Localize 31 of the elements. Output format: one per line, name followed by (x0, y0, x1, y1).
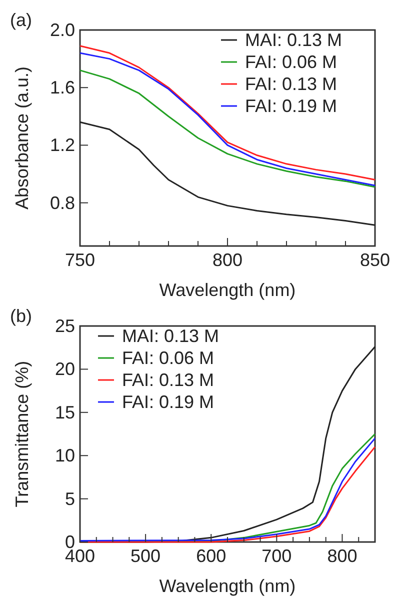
line-series (79, 121, 376, 226)
x-tick-label: 800 (327, 546, 358, 566)
x-axis-title: Wavelength (nm) (159, 280, 296, 300)
y-tick-label: 15 (54, 402, 75, 422)
x-tick-label: 800 (212, 250, 243, 270)
y-tick-label: 0.8 (50, 192, 75, 213)
legend-label: MAI: 0.13 M (245, 30, 342, 50)
x-tick-label: 600 (196, 546, 226, 566)
legend-label: FAI: 0.13 M (122, 370, 214, 390)
x-axis-title: Wavelength (nm) (159, 576, 296, 596)
x-tick-label: 500 (130, 546, 161, 566)
chart-title: (a) (10, 10, 32, 30)
x-tick-label: 850 (360, 250, 390, 270)
y-tick-label: 20 (54, 359, 75, 380)
legend-label: MAI: 0.13 M (122, 326, 220, 346)
y-tick-label: 2.0 (50, 20, 75, 40)
y-tick-label: 1.6 (50, 78, 75, 98)
y-tick-label: 10 (54, 446, 75, 466)
legend-label: FAI: 0.13 M (245, 74, 338, 94)
legend-label: FAI: 0.06 M (245, 52, 338, 72)
chart-title: (b) (10, 306, 32, 326)
y-axis-title: Absorbance (a.u.) (12, 66, 32, 210)
y-axis-title: Transmittance (%) (12, 360, 32, 508)
x-tick-label: 750 (64, 250, 96, 270)
y-tick-label: 25 (54, 316, 75, 336)
legend-label: FAI: 0.19 M (245, 96, 338, 116)
y-tick-label: 1.2 (50, 135, 75, 156)
x-tick-label: 700 (262, 546, 292, 566)
legend-label: FAI: 0.19 M (122, 392, 214, 412)
legend-label: FAI: 0.06 M (122, 348, 214, 368)
y-tick-label: 5 (64, 488, 75, 509)
